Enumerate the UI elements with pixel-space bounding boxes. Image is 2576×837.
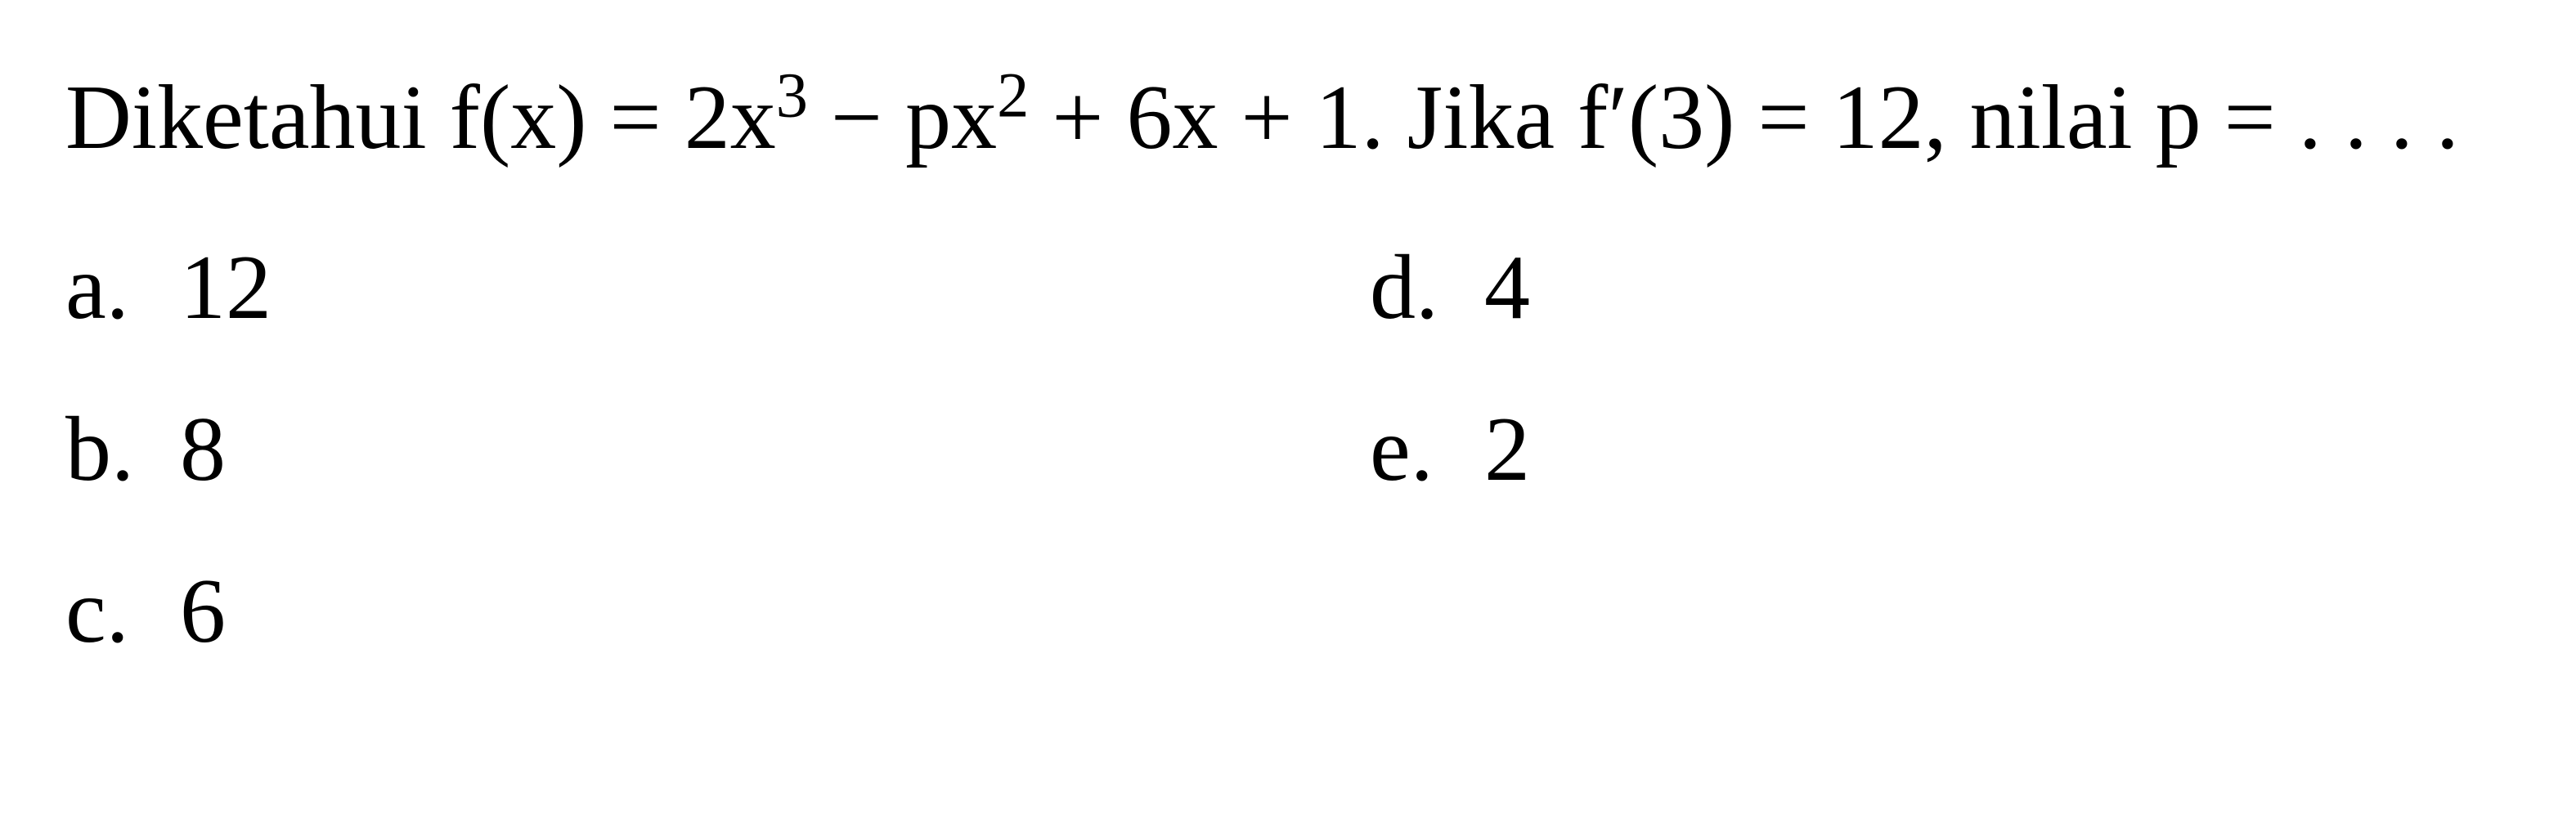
option-value: 12: [180, 219, 272, 356]
option-a: a. 12: [65, 219, 1206, 356]
option-letter: c.: [65, 543, 180, 680]
question-text: Diketahui f(x) = 2x3 − px2 + 6x + 1. Jik…: [65, 49, 2511, 186]
question-mid2: + 6x + 1. Jika f: [1029, 67, 1608, 168]
option-value: 2: [1484, 381, 1530, 518]
option-value: 4: [1484, 219, 1530, 356]
prime-symbol: ′: [1608, 67, 1628, 168]
exponent-2: 2: [997, 60, 1029, 131]
option-value: 6: [180, 543, 226, 680]
question-prefix: Diketahui f(x) = 2x: [65, 67, 776, 168]
option-c: c. 6: [65, 543, 1206, 680]
option-letter: a.: [65, 219, 180, 356]
question-mid3: (3) = 12, nilai p = . . . .: [1628, 67, 2459, 168]
option-d: d. 4: [1370, 219, 2511, 356]
exponent-1: 3: [776, 60, 808, 131]
option-e: e. 2: [1370, 381, 2511, 518]
option-b: b. 8: [65, 381, 1206, 518]
option-value: 8: [180, 381, 226, 518]
option-letter: e.: [1370, 381, 1484, 518]
option-letter: d.: [1370, 219, 1484, 356]
question-mid1: − px: [808, 67, 997, 168]
options-container: a. 12 d. 4 b. 8 e. 2 c. 6: [65, 219, 2511, 680]
option-letter: b.: [65, 381, 180, 518]
